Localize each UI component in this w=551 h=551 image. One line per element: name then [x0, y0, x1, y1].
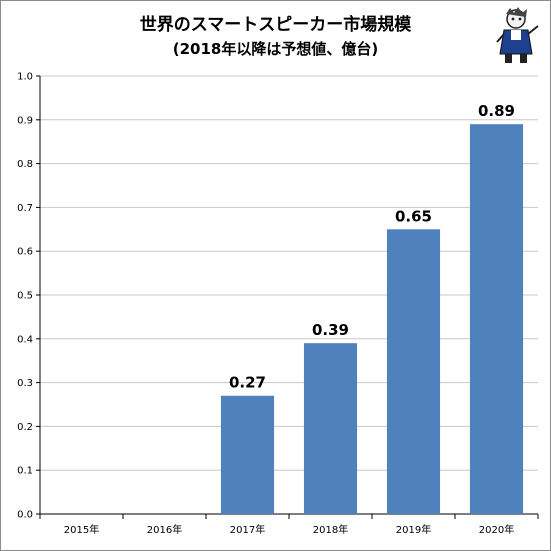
bar: [386, 229, 441, 515]
x-tick-label: 2016年: [147, 523, 182, 536]
y-tick-label: 0.4: [17, 334, 33, 345]
bar: [469, 124, 524, 515]
x-tick-label: 2020年: [479, 523, 514, 536]
data-label: 0.39: [312, 321, 349, 339]
y-tick-label: 0.7: [17, 203, 33, 214]
y-tick-label: 0.6: [17, 247, 33, 258]
mascot-character-icon: [496, 7, 539, 63]
y-tick-label: 0.3: [17, 378, 33, 389]
data-label: 0.65: [395, 207, 432, 225]
bar: [220, 395, 275, 514]
y-tick-label: 0.0: [17, 510, 33, 521]
y-tick-label: 0.8: [17, 159, 33, 170]
bar: [303, 343, 358, 514]
chart-subtitle: (2018年以降は予想値、億台): [172, 40, 379, 58]
x-tick-label: 2019年: [396, 523, 431, 536]
data-label: 0.89: [478, 102, 515, 120]
y-tick-label: 1.0: [17, 72, 33, 83]
chart-title: 世界のスマートスピーカー市場規模: [139, 15, 412, 35]
x-tick-label: 2015年: [64, 523, 99, 536]
data-label: 0.27: [229, 374, 266, 392]
y-tick-label: 0.2: [17, 422, 33, 433]
x-tick-label: 2018年: [313, 523, 348, 536]
x-tick-label: 2017年: [230, 523, 265, 536]
y-tick-label: 0.9: [17, 115, 33, 126]
y-tick-label: 0.1: [17, 466, 33, 477]
y-tick-label: 0.5: [17, 291, 33, 302]
